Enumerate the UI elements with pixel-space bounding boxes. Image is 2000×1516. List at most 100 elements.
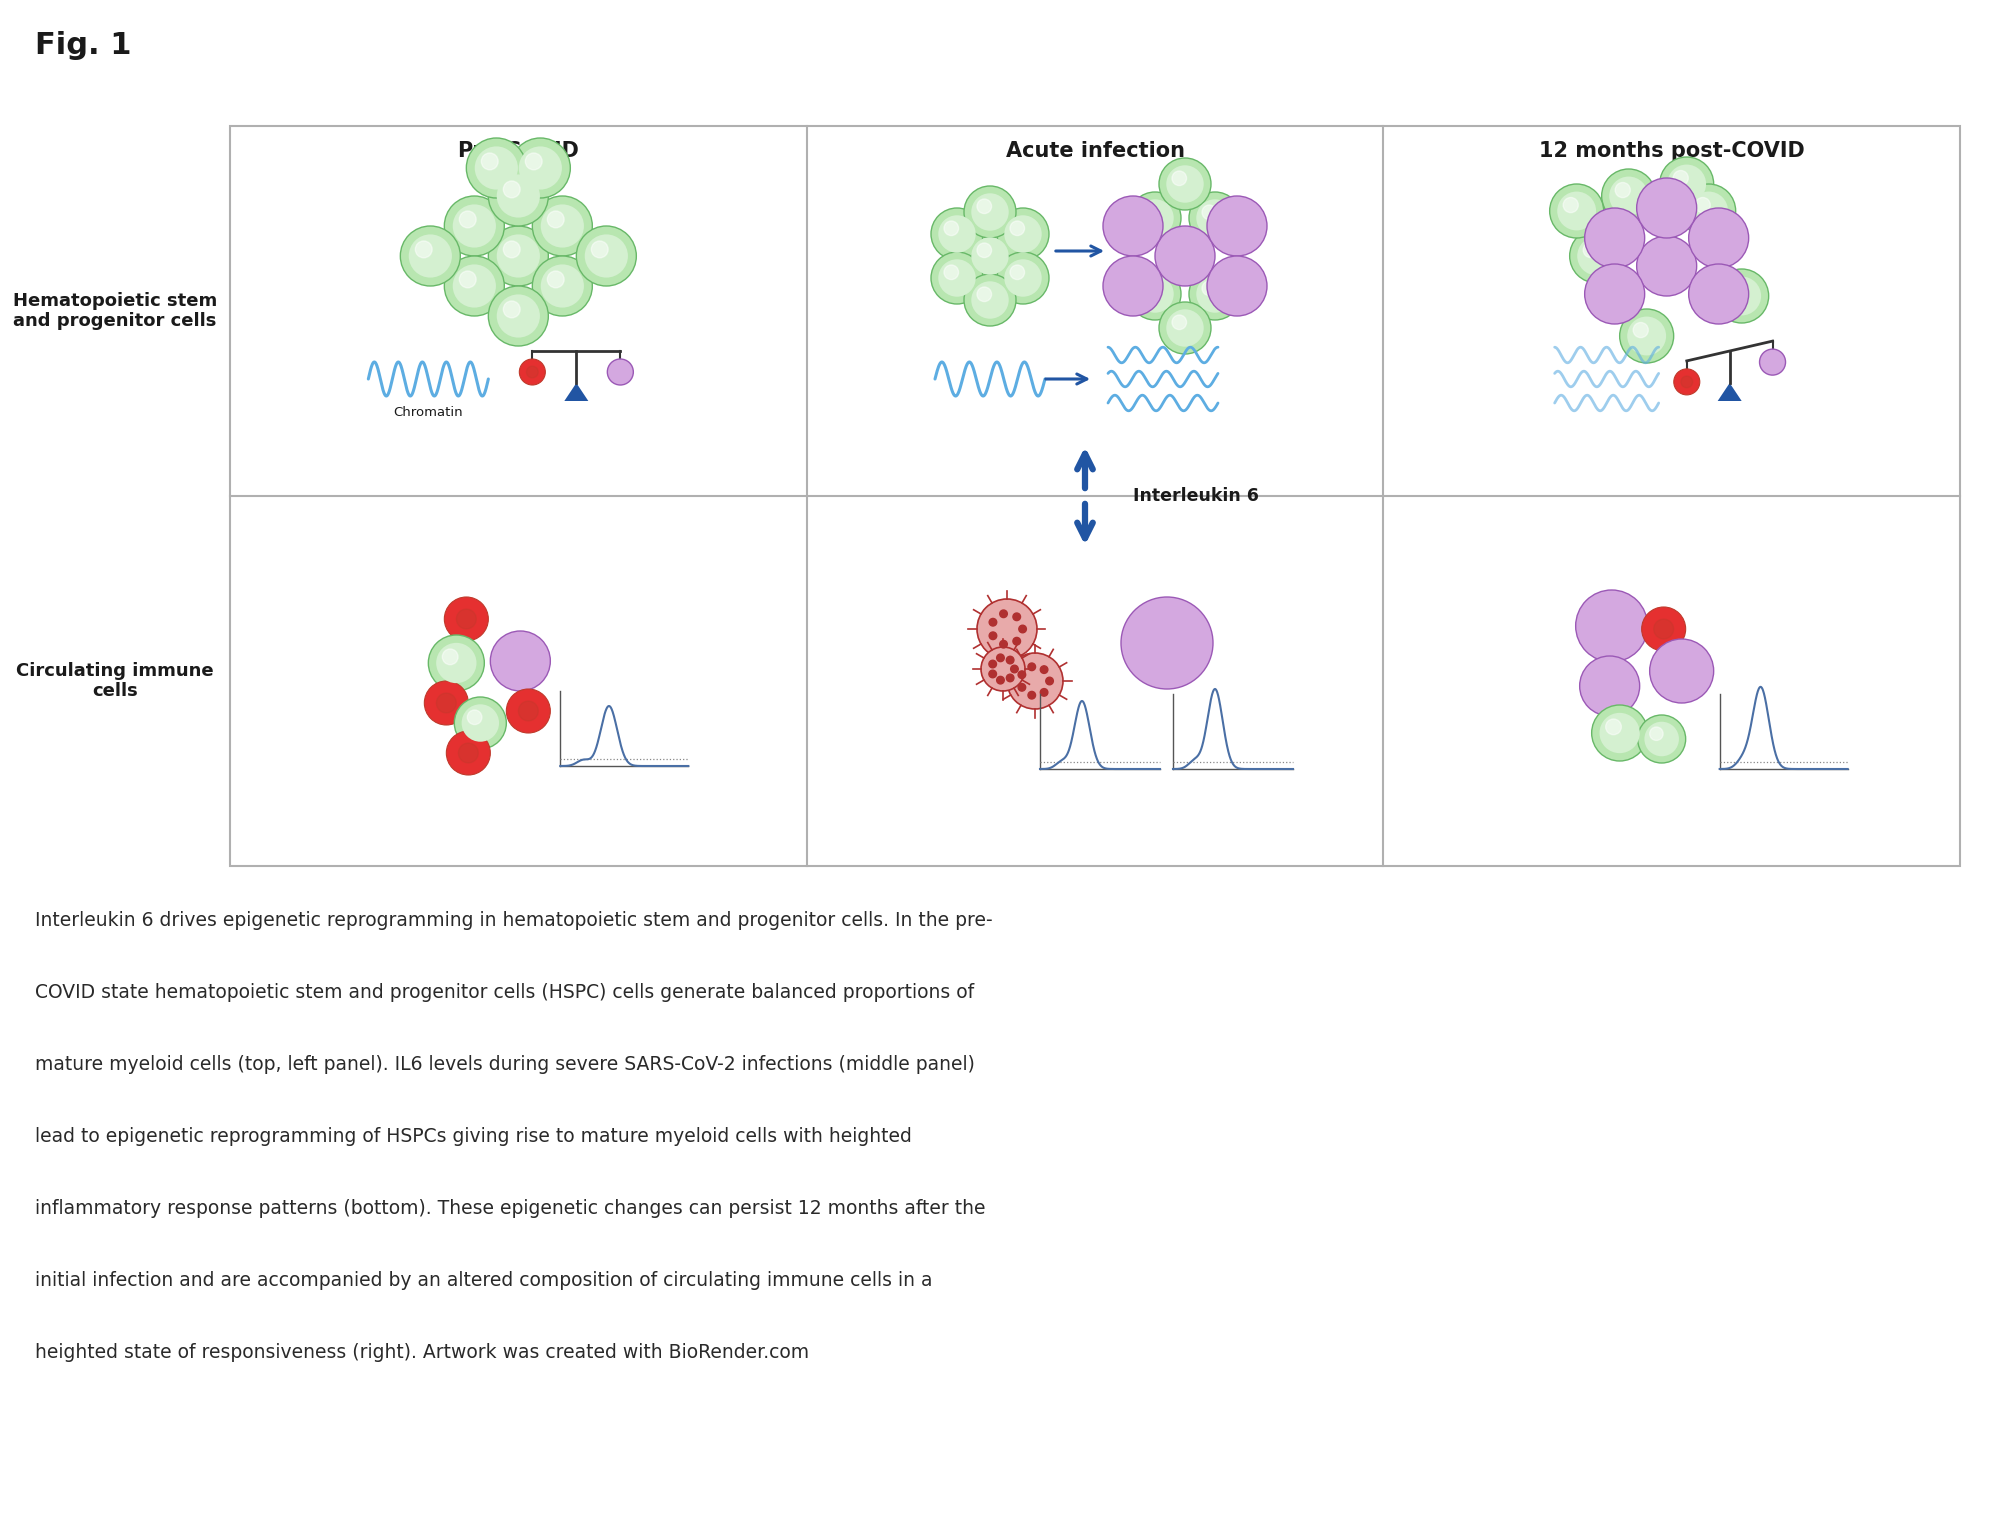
Polygon shape: [1718, 384, 1742, 402]
Circle shape: [1644, 722, 1678, 756]
Circle shape: [576, 226, 636, 287]
Circle shape: [996, 208, 1048, 261]
Circle shape: [1660, 158, 1714, 211]
Text: Fig. 1: Fig. 1: [36, 30, 132, 61]
Text: initial infection and are accompanied by an altered composition of circulating i: initial infection and are accompanied by…: [36, 1270, 932, 1290]
Bar: [230, 126, 1960, 866]
Circle shape: [1120, 597, 1212, 688]
Circle shape: [1638, 716, 1686, 763]
Circle shape: [1156, 226, 1216, 287]
Circle shape: [532, 196, 592, 256]
Circle shape: [972, 282, 1008, 318]
Text: inflammatory response patterns (bottom). These epigenetic changes can persist 12: inflammatory response patterns (bottom).…: [36, 1199, 986, 1217]
Text: Interleukin 6: Interleukin 6: [1132, 487, 1258, 505]
Circle shape: [1616, 182, 1630, 197]
Circle shape: [482, 153, 498, 170]
Circle shape: [1142, 205, 1156, 220]
Circle shape: [1564, 197, 1578, 212]
Circle shape: [990, 619, 996, 626]
Circle shape: [446, 731, 490, 775]
Circle shape: [424, 681, 468, 725]
Circle shape: [442, 649, 458, 664]
Circle shape: [1188, 193, 1240, 244]
Circle shape: [548, 271, 564, 288]
Text: 12 months post-COVID: 12 months post-COVID: [1538, 141, 1804, 161]
Circle shape: [1136, 276, 1174, 312]
Circle shape: [444, 256, 504, 315]
Circle shape: [1680, 376, 1692, 388]
Circle shape: [526, 153, 542, 170]
Circle shape: [1046, 678, 1054, 685]
Circle shape: [1584, 208, 1644, 268]
Circle shape: [510, 138, 570, 199]
Circle shape: [496, 174, 540, 218]
Text: COVID state hematopoietic stem and progenitor cells (HSPC) cells generate balanc: COVID state hematopoietic stem and proge…: [36, 982, 974, 1002]
Circle shape: [444, 196, 504, 256]
Circle shape: [996, 676, 1004, 684]
Circle shape: [944, 221, 958, 235]
Circle shape: [972, 193, 1008, 230]
Circle shape: [976, 199, 992, 214]
Circle shape: [1128, 193, 1180, 244]
Circle shape: [408, 235, 452, 277]
Circle shape: [1104, 256, 1164, 315]
Text: Hematopoietic stem
and progenitor cells: Hematopoietic stem and progenitor cells: [12, 291, 218, 330]
Polygon shape: [564, 384, 588, 402]
Circle shape: [1028, 662, 1036, 670]
Circle shape: [1610, 176, 1648, 215]
Circle shape: [1578, 236, 1616, 276]
Circle shape: [1208, 196, 1268, 256]
Circle shape: [976, 243, 992, 258]
Circle shape: [1606, 719, 1622, 735]
Circle shape: [1012, 637, 1020, 644]
Circle shape: [1000, 640, 1008, 647]
Circle shape: [996, 653, 1004, 661]
Circle shape: [548, 211, 564, 227]
Circle shape: [506, 688, 550, 734]
Circle shape: [468, 709, 482, 725]
Circle shape: [988, 661, 996, 669]
Circle shape: [1636, 236, 1696, 296]
Circle shape: [1160, 302, 1212, 355]
Circle shape: [504, 302, 520, 318]
Circle shape: [1576, 590, 1648, 662]
Text: Pre-COVID: Pre-COVID: [458, 141, 580, 161]
Circle shape: [1642, 606, 1686, 650]
Circle shape: [460, 211, 476, 227]
Circle shape: [504, 180, 520, 197]
Circle shape: [1674, 368, 1700, 394]
Circle shape: [400, 226, 460, 287]
Text: Acute infection: Acute infection: [1006, 141, 1184, 161]
Circle shape: [532, 256, 592, 315]
Circle shape: [964, 186, 1016, 238]
Circle shape: [1602, 168, 1656, 223]
Circle shape: [930, 252, 982, 305]
Circle shape: [428, 635, 484, 691]
Circle shape: [1714, 268, 1768, 323]
Circle shape: [996, 252, 1048, 305]
Circle shape: [458, 743, 478, 763]
Circle shape: [1166, 165, 1204, 203]
Circle shape: [1628, 317, 1666, 355]
Circle shape: [1018, 684, 1026, 691]
Circle shape: [1010, 666, 1018, 673]
Circle shape: [1620, 309, 1674, 362]
Circle shape: [1650, 640, 1714, 703]
Circle shape: [964, 274, 1016, 326]
Circle shape: [520, 359, 546, 385]
Circle shape: [1188, 268, 1240, 320]
Circle shape: [1202, 280, 1216, 296]
Circle shape: [1172, 171, 1186, 185]
Circle shape: [1696, 197, 1710, 212]
Circle shape: [976, 599, 1036, 659]
Circle shape: [466, 138, 526, 199]
Circle shape: [452, 205, 496, 247]
Circle shape: [1674, 170, 1688, 185]
Circle shape: [938, 215, 976, 253]
Circle shape: [990, 632, 996, 640]
Circle shape: [988, 670, 996, 678]
Circle shape: [938, 259, 976, 297]
Circle shape: [1760, 349, 1786, 374]
Circle shape: [1040, 666, 1048, 673]
Circle shape: [454, 697, 506, 749]
